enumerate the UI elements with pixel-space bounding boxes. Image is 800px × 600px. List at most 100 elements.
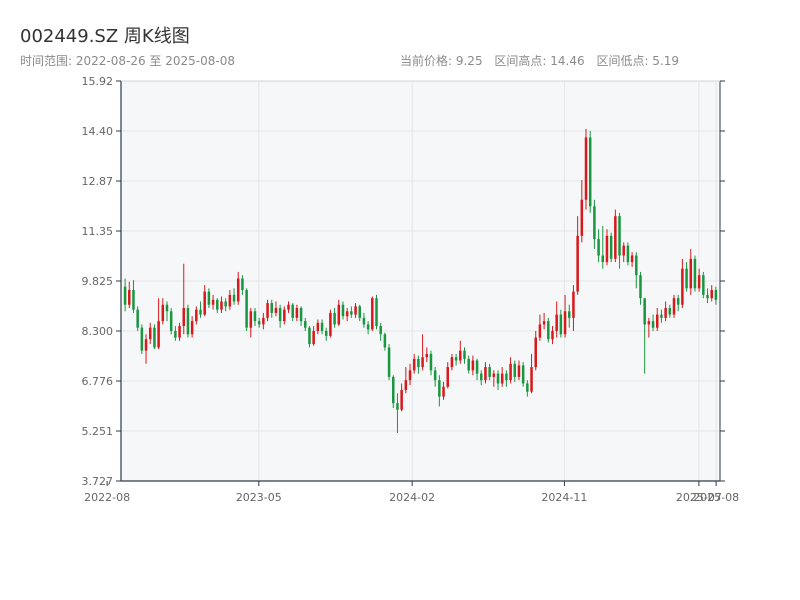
candle-body [526,383,529,392]
candle-body [676,298,680,305]
candle-body [132,289,135,310]
candle [216,298,219,313]
candle-body [320,322,324,331]
candle [136,306,139,331]
candle-body [563,311,567,335]
candle-body [379,326,382,335]
candle-body [199,309,202,315]
candle [190,316,194,338]
candle-body [693,258,697,289]
candle-body [316,322,320,331]
candle-body [647,321,651,325]
candle-body [681,268,684,305]
candle-body [358,306,361,318]
candle-body [538,324,542,338]
candle-body [605,235,609,263]
candle [626,242,630,266]
candle [341,301,345,320]
candle [249,308,253,338]
candle-body [329,312,332,336]
candle-body [362,317,366,325]
candle [274,301,278,317]
candle [266,299,269,322]
y-tick-label: 11.35 [82,225,114,238]
candle [655,308,659,331]
candle-body [417,358,420,368]
candle-body [593,206,596,240]
candle [417,355,420,374]
candle [500,367,504,387]
candle [396,393,399,434]
candle-body [174,330,177,338]
candle-body [509,363,512,381]
candle-body [438,380,441,397]
candle [547,317,550,343]
candle-body [547,321,550,340]
candle [228,289,232,310]
candle-body [345,311,349,317]
candle-body [241,278,244,290]
candle-body [140,327,144,351]
candle [224,298,227,312]
candle-body [270,303,274,313]
candle [354,303,357,318]
candle [358,304,361,322]
candle-body [454,357,458,361]
candle [467,355,470,374]
y-tick-label: 15.92 [82,75,114,88]
candles [123,128,718,434]
candle-body [630,255,634,263]
candle [350,306,353,318]
candle [387,344,391,381]
candle-body [429,353,433,371]
candle [471,355,475,376]
candle-body [530,367,533,392]
candle-body [467,358,470,371]
candle-body [295,308,299,318]
x-tick-label: 2025-07 [676,491,722,504]
candle-body [446,367,449,387]
candle-body [618,216,621,256]
candle [383,332,387,351]
candle-body [689,258,693,289]
candle [195,306,198,325]
candle [371,296,374,331]
candle [630,252,634,268]
candle-body [387,347,391,377]
candle [270,299,274,318]
candle-body [609,235,613,259]
candle-body [496,373,500,384]
candle [304,317,307,331]
candle [438,375,441,407]
candle [392,375,395,409]
candle [622,242,625,263]
candle [232,288,236,305]
candle-body [655,314,659,328]
candle [492,370,496,387]
candle [161,298,165,325]
candle-body [153,327,156,348]
candle-body [601,255,605,263]
candle [421,334,424,371]
candle-body [337,304,341,325]
candle [614,209,617,263]
candle-body [400,390,403,410]
candle [283,306,286,325]
candle [538,314,542,341]
candle [236,271,240,305]
candle [584,128,588,210]
candle-body [651,321,655,328]
candle [635,252,638,289]
candle-body [236,278,240,302]
candle-body [350,311,353,315]
current-price-text: 当前价格: 9.25 [400,54,483,68]
candle [400,383,403,412]
candle [207,288,211,309]
candle [203,285,206,317]
candle-body [685,268,688,289]
candle [153,324,156,350]
candle-body [161,304,165,322]
candle-body [262,317,265,325]
candle [287,301,290,313]
candle-body [551,330,554,340]
